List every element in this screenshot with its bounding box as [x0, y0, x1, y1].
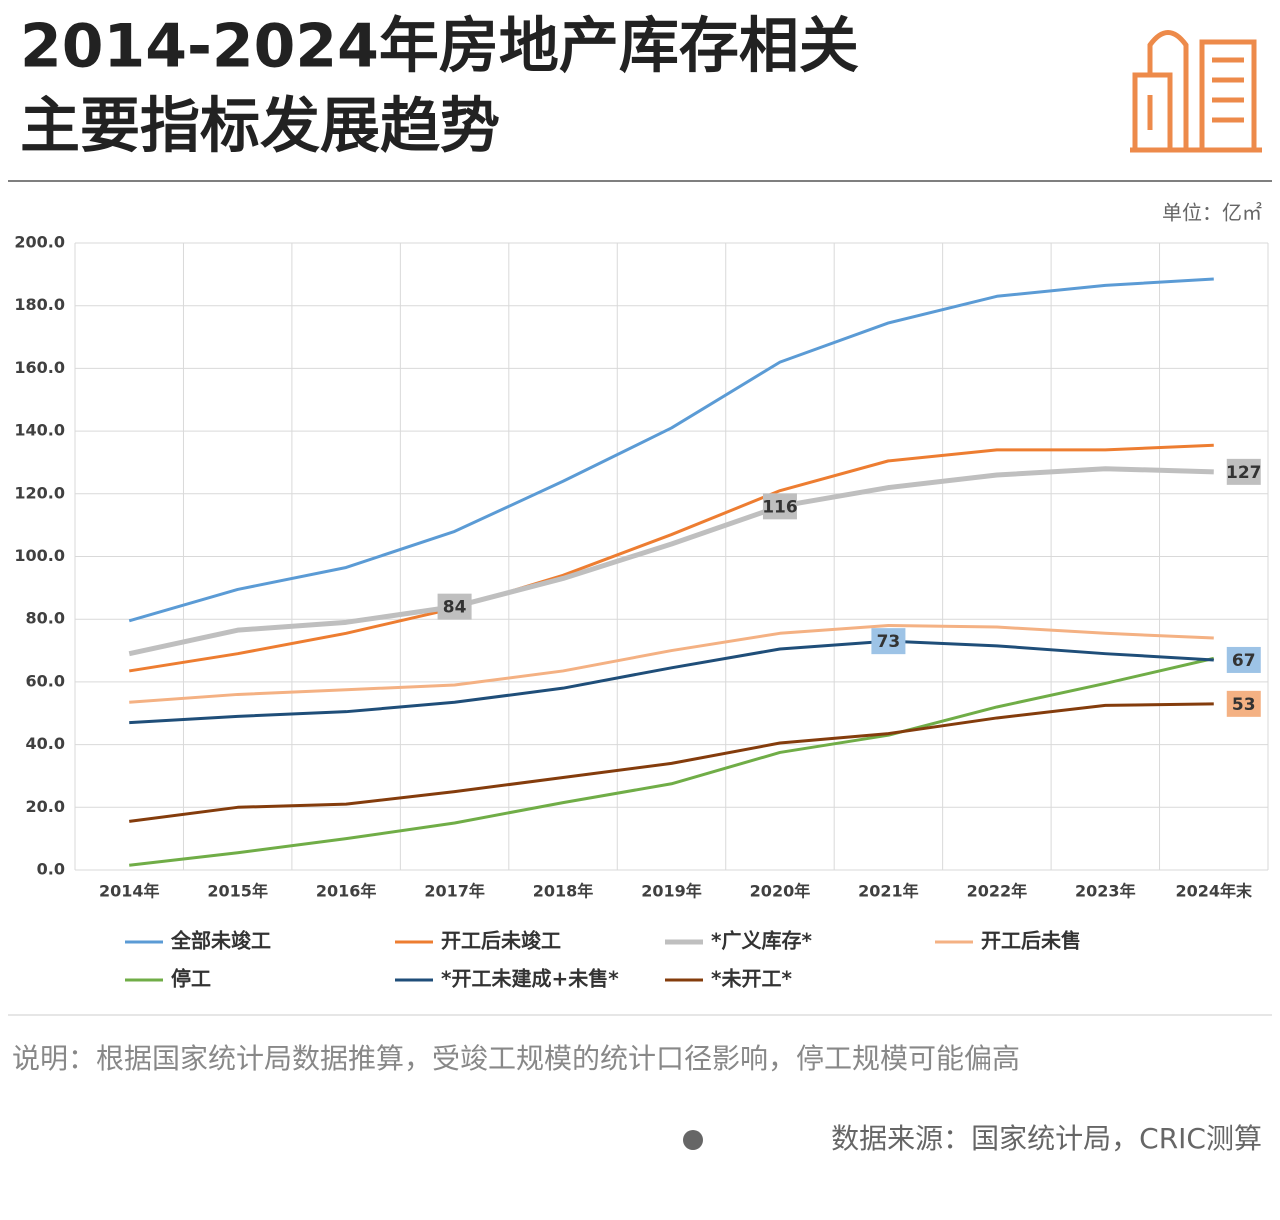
source: 数据来源：国家统计局，CRIC测算 — [831, 1122, 1262, 1155]
x-tick-label: 2020年 — [750, 882, 811, 901]
legend-label: *广义库存* — [711, 929, 812, 953]
x-tick-label: 2019年 — [641, 882, 702, 901]
y-tick-label: 100.0 — [14, 546, 65, 565]
x-tick-label: 2015年 — [207, 882, 268, 901]
y-tick-label: 0.0 — [37, 860, 65, 879]
data-label-box — [1226, 458, 1261, 485]
data-label-box — [1226, 690, 1261, 717]
data-label-box — [1226, 646, 1261, 673]
x-tick-label: 2018年 — [533, 882, 594, 901]
series-line — [129, 623, 1214, 704]
series-line — [129, 639, 1214, 725]
legend-label: *未开工* — [711, 967, 792, 991]
data-label: 116 — [762, 497, 798, 517]
chart-title: 2014-2024年房地产库存相关 — [20, 12, 859, 82]
y-tick-label: 80.0 — [26, 609, 65, 628]
legend-label: 全部未竣工 — [170, 929, 271, 953]
data-label: 73 — [877, 632, 901, 652]
y-tick-label: 160.0 — [14, 358, 65, 377]
y-tick-label: 60.0 — [26, 671, 65, 690]
x-tick-label: 2024年末 — [1175, 882, 1253, 901]
data-label: 67 — [1232, 651, 1256, 671]
data-label: 127 — [1226, 463, 1262, 483]
y-tick-label: 120.0 — [14, 483, 65, 502]
data-label: 84 — [443, 598, 467, 618]
data-label-box — [762, 493, 797, 520]
source-dot — [683, 1130, 703, 1150]
building-icon — [1130, 30, 1262, 153]
legend-label: 停工 — [171, 967, 211, 991]
x-tick-label: 2016年 — [316, 882, 377, 901]
series-line — [128, 466, 1214, 657]
legend-label: 开工后未售 — [981, 929, 1081, 953]
data-label: 53 — [1232, 695, 1256, 715]
note: 说明：根据国家统计局数据推算，受竣工规模的统计口径影响，停工规模可能偏高 — [12, 1042, 1020, 1075]
x-tick-label: 2022年 — [967, 882, 1028, 901]
legend-label: *开工未建成+未售* — [441, 967, 619, 991]
series-line — [129, 656, 1215, 867]
x-tick-label: 2014年 — [99, 882, 160, 901]
data-label-box — [437, 593, 472, 620]
y-tick-label: 200.0 — [14, 233, 65, 252]
series-line — [128, 277, 1214, 623]
y-tick-label: 180.0 — [14, 295, 65, 314]
series-line — [128, 443, 1214, 673]
y-tick-label: 40.0 — [26, 734, 65, 753]
x-tick-label: 2023年 — [1075, 882, 1136, 901]
legend-label: 开工后未竣工 — [441, 929, 561, 953]
series-line — [129, 702, 1214, 823]
chart-title: 主要指标发展趋势 — [20, 92, 500, 162]
y-tick-label: 20.0 — [26, 797, 65, 816]
unit-label: 单位：亿㎡ — [1162, 201, 1262, 225]
y-tick-label: 140.0 — [14, 421, 65, 440]
x-tick-label: 2021年 — [858, 882, 919, 901]
data-label-box — [871, 628, 906, 655]
x-tick-label: 2017年 — [424, 882, 485, 901]
